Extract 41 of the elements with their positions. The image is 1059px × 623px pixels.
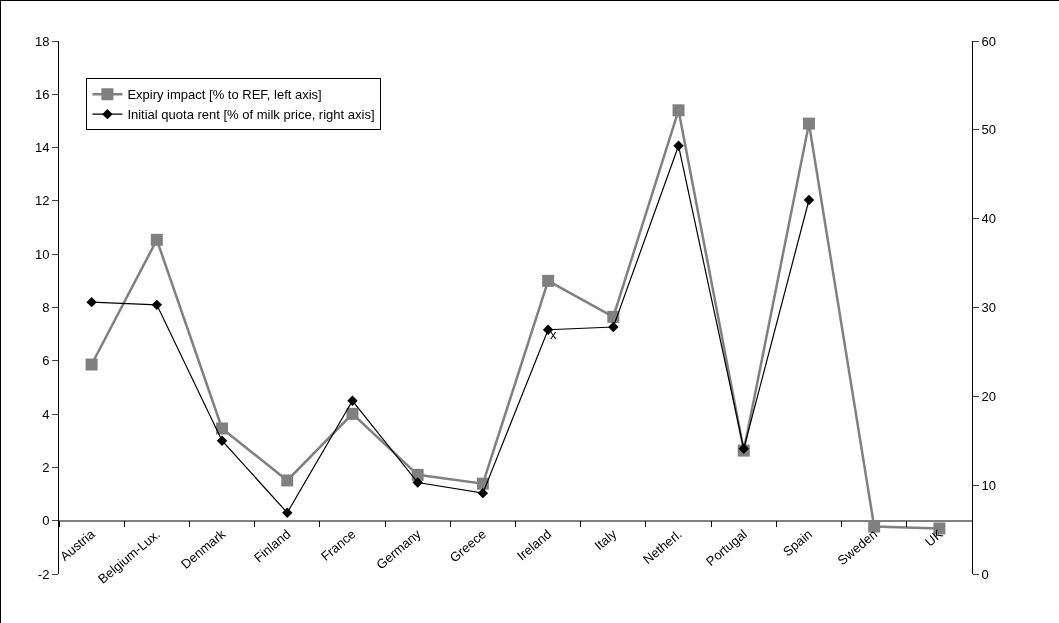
y2-tick-label: 60 xyxy=(981,33,997,49)
y2-tick-label: 10 xyxy=(981,477,997,493)
y-tick-label: 12 xyxy=(34,193,50,209)
y-tick-label: 6 xyxy=(42,353,50,369)
y-tick-label: 16 xyxy=(34,86,50,102)
y2-tick-label: 40 xyxy=(981,211,997,227)
y-tick-label: 10 xyxy=(34,246,50,262)
legend-label: Initial quota rent [% of milk price, right axis] xyxy=(127,107,375,123)
point xyxy=(282,507,293,518)
point xyxy=(673,140,684,152)
y-tick-label: 4 xyxy=(42,406,50,422)
point xyxy=(216,422,229,435)
x-tick-label: Italy xyxy=(591,526,620,554)
y2-tick-label: 50 xyxy=(981,122,997,138)
point xyxy=(802,117,815,130)
point xyxy=(477,487,489,499)
point xyxy=(86,296,97,308)
legend-label: Expiry impact [% to REF, left axis] xyxy=(127,87,322,103)
point xyxy=(347,395,358,406)
y2-tick-label: 20 xyxy=(981,388,997,404)
y-tick-label: -2 xyxy=(37,566,50,582)
point xyxy=(542,274,555,287)
annotation: x xyxy=(550,327,557,342)
point xyxy=(216,435,228,446)
y-tick-label: 8 xyxy=(42,300,50,316)
point xyxy=(151,299,163,311)
y2-tick-label: 0 xyxy=(981,566,989,582)
point xyxy=(281,474,294,487)
y2-tick-label: 30 xyxy=(981,300,997,316)
y-tick-label: 2 xyxy=(42,459,50,475)
point xyxy=(672,104,685,117)
y-tick-label: 14 xyxy=(34,140,50,156)
y-tick-label: 18 xyxy=(34,33,50,49)
y-tick-label: 0 xyxy=(42,513,50,529)
point xyxy=(346,407,359,420)
point xyxy=(150,233,163,246)
x-tick-label: UK xyxy=(922,526,946,550)
point xyxy=(608,321,619,333)
point xyxy=(412,477,423,488)
point xyxy=(803,194,815,206)
point xyxy=(85,358,98,371)
